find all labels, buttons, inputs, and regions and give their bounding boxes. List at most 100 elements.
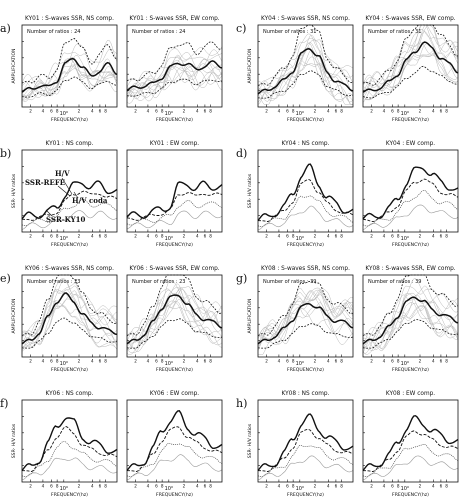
hv-coda-curve xyxy=(21,198,118,227)
x-tick-label: 2 xyxy=(29,234,32,239)
x-tick-label: 6 xyxy=(286,234,289,239)
mean-curve xyxy=(126,294,223,345)
individual-ratio-curve xyxy=(126,286,223,344)
x-tick-label: 4 xyxy=(278,234,281,239)
x-tick-label: 8 xyxy=(161,109,164,114)
panel-frame xyxy=(257,399,354,483)
mean-curve xyxy=(21,292,118,345)
y-axis-label: SSR- H/V ratios xyxy=(247,173,253,208)
x-axis-label: FREQUENCY(hz) xyxy=(392,492,429,498)
annotation-pointer xyxy=(57,185,71,197)
individual-ratio-curve xyxy=(362,305,459,353)
x-tick-label: 4 xyxy=(196,109,199,114)
minus-std-curve xyxy=(257,70,354,99)
x-tick-label: 2 xyxy=(419,234,422,239)
x-tick-label: 8 xyxy=(397,109,400,114)
x-axis-label: FREQUENCY(hz) xyxy=(287,242,324,248)
panel-a-1: KY01 : S-waves SSR, NS comp. Number of ra… xyxy=(11,16,118,123)
x-tick-label: 10⁰ xyxy=(401,111,409,117)
panel-title: KY08 : S-waves SSR, NS comp. xyxy=(261,266,350,272)
x-tick-label: 10⁰ xyxy=(401,486,409,492)
number-of-ratios: Number of ratios : 23 xyxy=(27,279,80,285)
x-tick-label: 8 xyxy=(397,359,400,364)
x-tick-label: 2 xyxy=(134,359,137,364)
subfigure-letter: c) xyxy=(236,22,246,35)
individual-ratio-curve xyxy=(126,283,223,350)
annotation-pointer xyxy=(73,191,79,199)
x-tick-label: 6 xyxy=(50,109,53,114)
x-tick-label: 6 xyxy=(50,359,53,364)
x-tick-label: 6 xyxy=(440,109,443,114)
x-tick-label: 6 xyxy=(204,109,207,114)
hv-curve xyxy=(362,166,459,220)
number-of-ratios: Number of ratios : 39 xyxy=(263,279,316,285)
panel-frame xyxy=(362,399,459,483)
subfigure-letter: h) xyxy=(236,397,247,410)
x-tick-label: 2 xyxy=(183,234,186,239)
x-tick-label: 6 xyxy=(335,484,338,489)
x-tick-label: 2 xyxy=(78,484,81,489)
x-axis-label: FREQUENCY(hz) xyxy=(156,492,193,498)
individual-ratio-curve xyxy=(362,29,459,88)
number-of-ratios: Number of ratios : 39 xyxy=(368,279,421,285)
panel-title: KY06 : NS comp. xyxy=(46,391,94,397)
x-tick-label: 8 xyxy=(104,109,107,114)
ssr-ky10-curve xyxy=(363,455,459,480)
panel-h-1: KY08 : NS comp.2 4 6 8 10⁰ 2 4 6 8FREQUENCY(hz)S… xyxy=(247,391,354,498)
x-tick-label: 10⁰ xyxy=(60,361,68,367)
x-tick-label: 8 xyxy=(397,484,400,489)
x-tick-label: 10⁰ xyxy=(401,236,409,242)
plus-std-curve xyxy=(257,280,354,336)
panel-c-2: KY04 : S-waves SSR, EW comp. Number of ra… xyxy=(362,16,459,123)
x-tick-label: 6 xyxy=(204,484,207,489)
x-tick-label: 4 xyxy=(383,359,386,364)
ssr-refe-curve xyxy=(362,178,459,223)
individual-ratio-curve xyxy=(257,302,354,351)
individual-ratio-curve xyxy=(126,64,223,97)
x-tick-label: 6 xyxy=(440,234,443,239)
individual-ratio-curve xyxy=(362,43,459,103)
individual-ratio-curve xyxy=(21,57,118,102)
subfigure-letter: a) xyxy=(0,22,11,35)
panel-title: KY04 : EW comp. xyxy=(386,141,435,147)
x-tick-label: 6 xyxy=(335,359,338,364)
hv-curve xyxy=(362,414,459,471)
x-tick-label: 6 xyxy=(155,234,158,239)
x-tick-label: 2 xyxy=(265,234,268,239)
minus-std-curve xyxy=(126,318,223,349)
x-tick-label: 2 xyxy=(78,359,81,364)
individual-ratio-curve xyxy=(126,56,223,94)
x-tick-label: 10⁰ xyxy=(60,486,68,492)
x-tick-label: 4 xyxy=(278,109,281,114)
plus-std-curve xyxy=(362,274,459,336)
subfigure-letter: e) xyxy=(0,272,11,285)
x-tick-label: 2 xyxy=(419,484,422,489)
x-tick-label: 8 xyxy=(56,234,59,239)
x-tick-label: 6 xyxy=(391,484,394,489)
individual-ratio-curve xyxy=(362,25,459,98)
panel-frame xyxy=(257,24,354,108)
x-tick-label: 2 xyxy=(314,109,317,114)
x-tick-label: 4 xyxy=(42,109,45,114)
individual-ratio-curve xyxy=(21,282,118,337)
panel-title: KY06 : EW comp. xyxy=(150,391,199,397)
number-of-ratios: Number of ratios : 31 xyxy=(263,29,316,35)
hv-coda-curve xyxy=(362,444,459,478)
panel-frame xyxy=(126,274,223,358)
individual-ratio-curve xyxy=(21,300,118,347)
plus-std-curve xyxy=(21,274,118,336)
x-tick-label: 6 xyxy=(204,359,207,364)
number-of-ratios: Number of ratios : 24 xyxy=(27,29,80,35)
mean-curve xyxy=(362,41,459,93)
x-tick-label: 8 xyxy=(161,234,164,239)
x-tick-label: 2 xyxy=(419,359,422,364)
x-tick-label: 10⁰ xyxy=(165,236,173,242)
individual-ratio-curve xyxy=(362,294,459,350)
panel-b-1: KY01 : NS comp.2 4 6 8 10⁰ 2 4 6 8FREQUENCY(hz)S… xyxy=(11,141,118,248)
x-tick-label: 8 xyxy=(209,484,212,489)
mean-curve xyxy=(257,302,354,345)
mean-curve xyxy=(126,60,223,92)
individual-ratio-curve xyxy=(362,54,459,101)
